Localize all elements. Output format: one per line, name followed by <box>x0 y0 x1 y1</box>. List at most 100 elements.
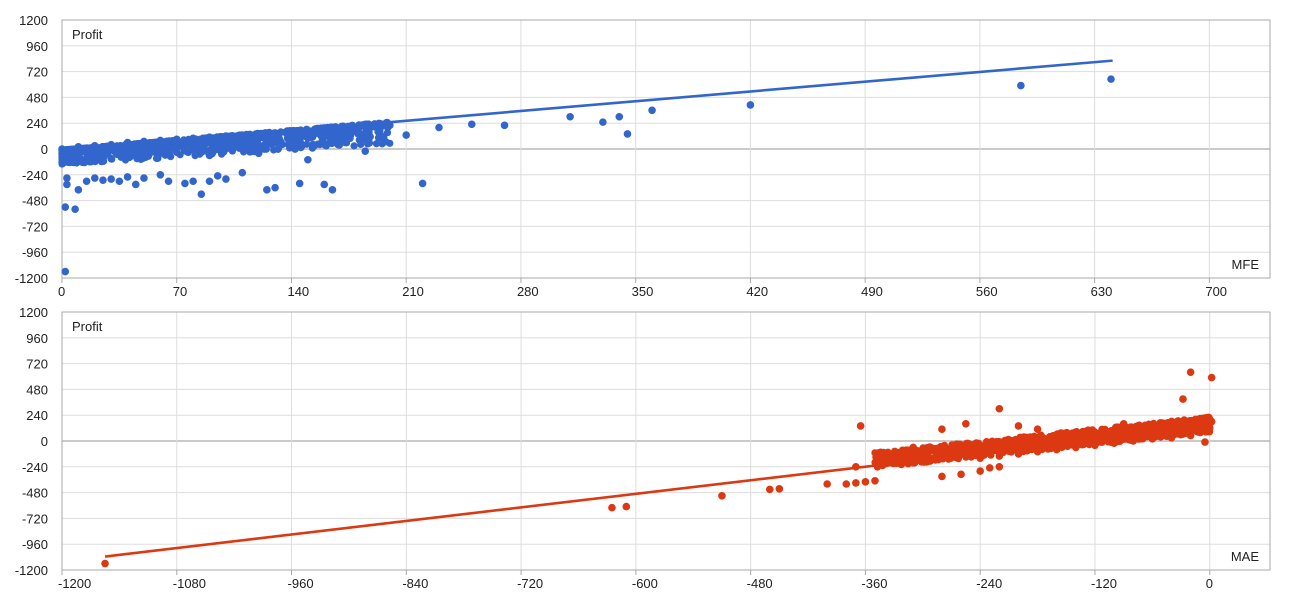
data-point <box>623 130 632 138</box>
data-point <box>1207 373 1216 382</box>
data-point <box>213 172 222 180</box>
x-tick-label: -960 <box>288 576 314 591</box>
x-tick-label: 280 <box>517 284 539 299</box>
data-point <box>1052 445 1061 454</box>
data-point <box>90 151 99 160</box>
x-axis-title: MAE <box>1231 549 1260 564</box>
data-point <box>985 464 994 472</box>
data-point <box>599 118 607 126</box>
data-point <box>976 467 984 475</box>
y-tick-label: 1200 <box>19 305 48 320</box>
mae-scatter-plot: 12009607204802400-240-480-720-960-1200-1… <box>15 305 1271 591</box>
x-tick-label: -360 <box>861 576 887 591</box>
data-point <box>1091 441 1099 450</box>
data-point <box>115 177 124 186</box>
data-point <box>615 112 624 121</box>
data-point <box>1072 432 1080 441</box>
data-point <box>156 147 165 155</box>
data-point <box>1167 433 1176 442</box>
data-point <box>131 180 140 189</box>
data-point <box>1201 438 1209 446</box>
data-point <box>1207 417 1216 426</box>
x-tick-label: -480 <box>747 576 773 591</box>
x-tick-label: -720 <box>517 576 543 591</box>
x-tick-label: -1200 <box>58 576 91 591</box>
data-point <box>101 559 109 568</box>
x-tick-label: -240 <box>976 576 1002 591</box>
x-tick-label: 630 <box>1091 284 1113 299</box>
data-point <box>1186 368 1195 376</box>
data-point <box>1196 428 1204 437</box>
data-point <box>746 101 755 109</box>
data-point <box>500 121 509 130</box>
y-tick-label: 960 <box>26 331 48 346</box>
data-point <box>295 179 304 188</box>
data-point <box>74 186 83 194</box>
x-tick-label: 490 <box>861 284 883 299</box>
data-point <box>1177 418 1185 427</box>
data-point <box>919 447 927 456</box>
y-axis-title: Profit <box>72 27 103 42</box>
x-tick-label: -600 <box>632 576 658 591</box>
data-point <box>1033 425 1042 433</box>
x-tick-label: 70 <box>173 284 187 299</box>
data-point <box>254 149 263 158</box>
data-point <box>938 472 946 481</box>
data-point <box>189 146 197 154</box>
y-tick-label: -1200 <box>15 271 48 286</box>
data-point <box>287 137 296 146</box>
data-point <box>140 174 148 182</box>
data-point <box>99 176 107 184</box>
y-tick-label: 1200 <box>19 13 48 28</box>
data-point <box>995 452 1004 460</box>
y-tick-label: 240 <box>26 116 48 131</box>
data-points <box>101 368 1216 568</box>
data-point <box>1179 395 1187 403</box>
y-tick-label: -480 <box>22 486 48 501</box>
data-point <box>361 147 370 155</box>
data-point <box>63 180 71 189</box>
data-point <box>74 153 83 162</box>
data-point <box>467 120 476 129</box>
data-point <box>82 177 91 186</box>
plot-frame <box>61 311 1271 571</box>
x-tick-label: -1080 <box>173 576 206 591</box>
data-point <box>1033 447 1042 456</box>
data-point <box>205 151 214 160</box>
data-point <box>957 470 965 479</box>
data-point <box>181 179 189 188</box>
y-tick-label: 0 <box>41 142 48 157</box>
y-tick-label: 0 <box>41 434 48 449</box>
data-point <box>271 183 279 192</box>
data-point <box>197 190 206 198</box>
data-point <box>823 480 831 488</box>
y-tick-label: -720 <box>22 219 48 234</box>
data-point <box>856 422 865 430</box>
data-point <box>107 154 115 163</box>
data-point <box>1148 435 1157 443</box>
data-point <box>123 173 132 181</box>
x-tick-label: 350 <box>632 284 654 299</box>
data-point <box>1129 425 1138 433</box>
data-point <box>1119 420 1128 428</box>
data-point <box>871 476 879 485</box>
x-tick-label: 0 <box>58 284 65 299</box>
data-point <box>904 452 913 460</box>
data-point <box>1014 422 1023 430</box>
data-point <box>648 106 656 115</box>
data-point <box>61 267 70 276</box>
data-point <box>718 492 726 500</box>
data-point <box>172 148 181 157</box>
data-point <box>1186 431 1195 440</box>
y-tick-label: -720 <box>22 511 48 526</box>
data-point <box>63 174 71 182</box>
data-point <box>435 123 443 132</box>
data-point <box>880 456 889 465</box>
data-point <box>995 463 1004 471</box>
y-axis-title: Profit <box>72 319 103 334</box>
data-point <box>976 454 984 462</box>
data-point <box>962 420 970 428</box>
data-point <box>156 171 165 179</box>
data-point <box>320 180 329 189</box>
data-point <box>61 203 70 211</box>
